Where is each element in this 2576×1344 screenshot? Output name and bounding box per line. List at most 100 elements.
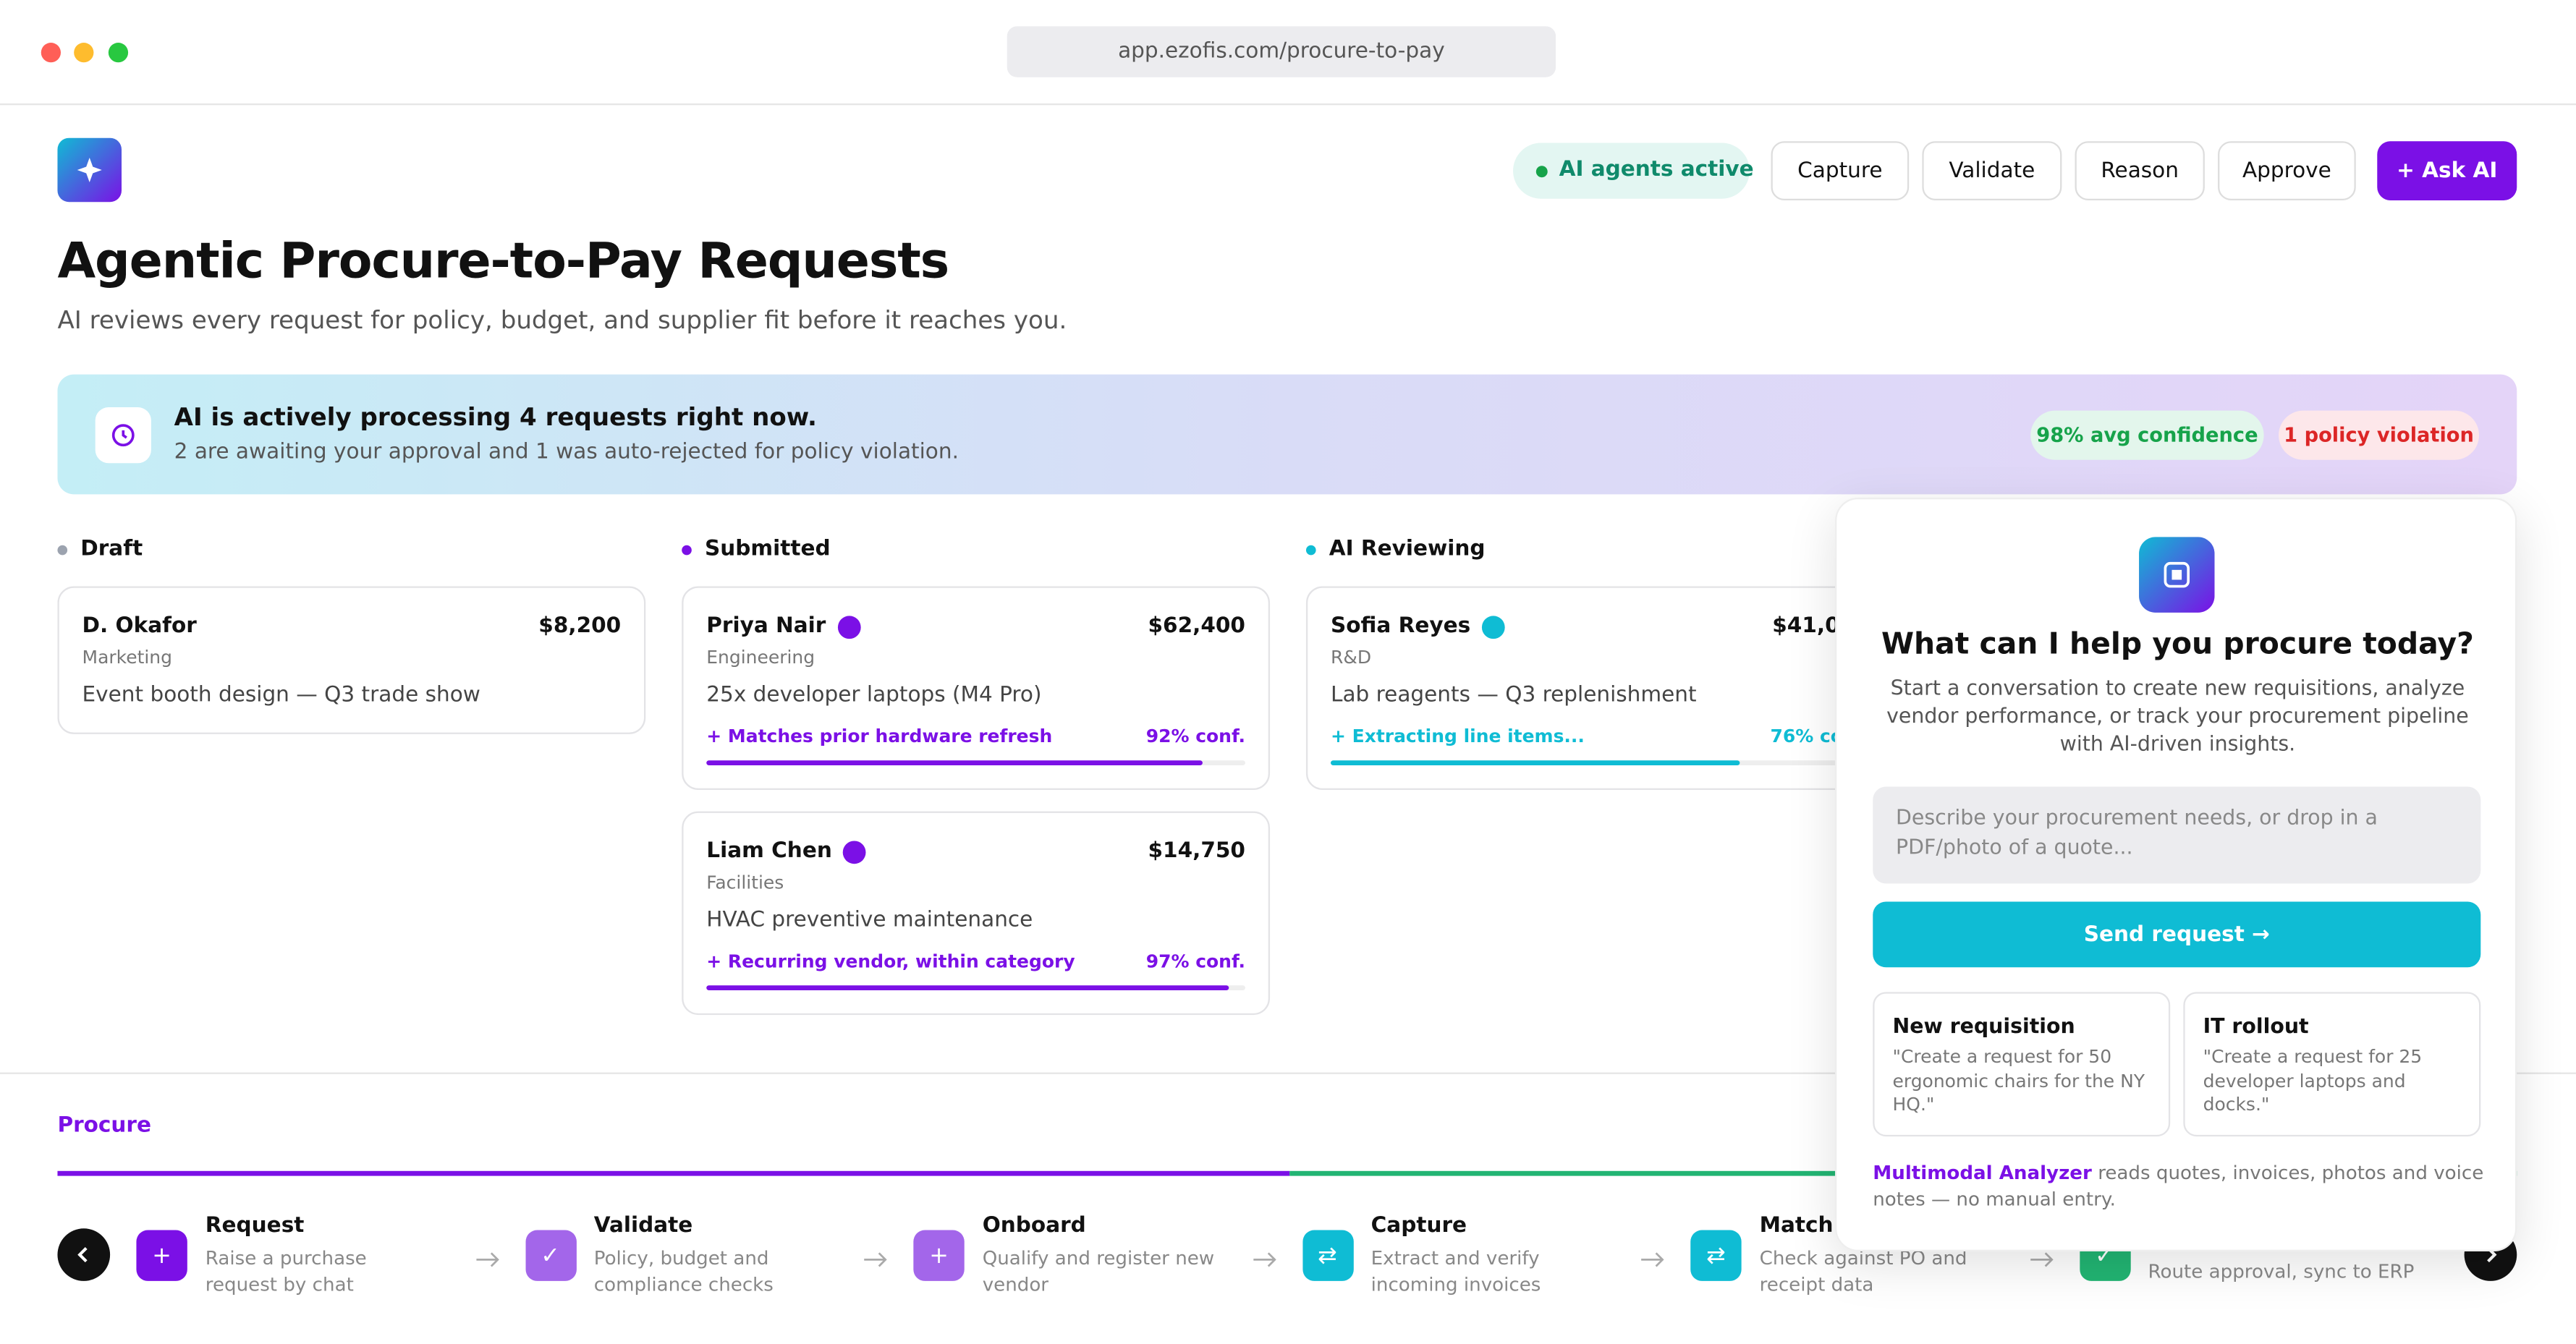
step-title: Request — [205, 1213, 305, 1238]
nav-button[interactable]: Approve — [2218, 141, 2356, 200]
footer-highlight: Multimodal Analyzer — [1873, 1161, 2092, 1184]
arrow — [1253, 1252, 1276, 1267]
requester-name: Priya Nair — [706, 614, 826, 639]
column-label: AI Reviewing — [1329, 537, 1486, 562]
agent-dot — [842, 841, 866, 864]
progress-line — [57, 1170, 1290, 1176]
description: Event booth design — Q3 trade show — [82, 683, 480, 708]
department: Facilities — [706, 872, 784, 894]
step-icon[interactable]: ⇄ — [1690, 1230, 1742, 1281]
step-text: Qualify and register new vendor — [982, 1246, 1215, 1296]
request-input[interactable]: Describe your procurement needs, or drop… — [1873, 786, 2481, 884]
request-card[interactable]: D. Okafor $8,200 Marketing Event booth desi… — [57, 586, 646, 734]
step-title: Validate — [593, 1213, 693, 1238]
page-subtitle: AI reviews every request for policy, bud… — [57, 305, 1067, 336]
step-arrow — [474, 1245, 500, 1267]
suggestion-card[interactable]: IT rollout "Create a request for 25 devel… — [2183, 992, 2481, 1137]
ai-note: + Recurring vendor, within category — [706, 950, 1075, 973]
step-text: Route approval, sync to ERP — [2148, 1259, 2415, 1283]
step-title: Match — [1759, 1213, 1834, 1238]
column-label: Draft — [80, 537, 143, 562]
confidence-badge: 98% avg confidence — [2030, 410, 2264, 460]
amount: $8,200 — [538, 614, 622, 639]
arrow — [475, 1252, 499, 1267]
step-icon[interactable]: ✓ — [525, 1230, 576, 1281]
assistant-icon — [2139, 537, 2215, 613]
chevron — [77, 1247, 88, 1263]
step-arrow — [863, 1245, 889, 1267]
status-dot — [1535, 166, 1548, 178]
window-dot — [41, 43, 62, 63]
arrow — [864, 1252, 887, 1267]
confidence-bar — [1331, 760, 1740, 766]
banner-text: 2 are awaiting your approval and 1 was a… — [174, 440, 959, 465]
url-bar[interactable]: app.ezofis.com/procure-to-pay — [1007, 26, 1556, 77]
suggestion-title: New requisition — [1892, 1013, 2075, 1038]
confidence-label: 97% conf. — [1145, 950, 1245, 973]
arrow — [2030, 1252, 2053, 1267]
request-card[interactable]: Priya Nair $62,400 Engineering 25x develope… — [682, 586, 1271, 791]
status-pill: AI agents active — [1513, 143, 1754, 199]
step-icon[interactable]: + — [136, 1230, 187, 1281]
step-icon[interactable]: + — [913, 1230, 965, 1281]
assistant-glyph — [2164, 561, 2190, 588]
banner-heading: AI is actively processing 4 requests rig… — [174, 402, 817, 433]
description: Lab reagents — Q3 replenishment — [1331, 683, 1697, 708]
banner-icon — [95, 407, 151, 464]
status-text: AI agents active — [1559, 157, 1754, 183]
ask-ai-button[interactable]: + Ask AI — [2377, 141, 2517, 200]
confidence-label: 92% conf. — [1145, 726, 1245, 748]
violation-badge: 1 policy violation — [2279, 410, 2480, 460]
step-icon[interactable]: ⇄ — [1302, 1230, 1353, 1281]
nav-button[interactable]: Validate — [1922, 141, 2062, 200]
confidence-bar — [706, 760, 1203, 766]
column-dot — [57, 545, 68, 556]
assistant-footer: Multimodal Analyzer reads quotes, invoic… — [1873, 1160, 2488, 1212]
requester-name: Liam Chen — [706, 839, 832, 864]
description: 25x developer laptops (M4 Pro) — [706, 683, 1042, 708]
footer-text: reads quotes, invoices, photos and voice… — [1873, 1161, 2484, 1211]
step-title: Capture — [1370, 1213, 1467, 1238]
assistant-panel: What can I help you procure today? Start … — [1835, 497, 2517, 1252]
window-dot — [108, 43, 129, 63]
ai-note: + Extracting line items... — [1331, 726, 1585, 748]
arrow — [1641, 1252, 1664, 1267]
send-button[interactable]: Send request → — [1873, 901, 2481, 968]
suggestion-title: IT rollout — [2203, 1013, 2309, 1038]
assistant-title: What can I help you procure today? — [1881, 627, 2474, 662]
step-title: Onboard — [982, 1213, 1086, 1238]
amount: $62,400 — [1148, 614, 1245, 639]
suggestion-card[interactable]: New requisition "Create a request for 50 … — [1873, 992, 2171, 1137]
agent-dot — [837, 616, 861, 639]
column-dot — [682, 545, 692, 556]
request-card[interactable]: Liam Chen $14,750 Facilities HVAC preventiv… — [682, 811, 1271, 1016]
window-dot — [74, 43, 94, 63]
department: Engineering — [706, 647, 815, 669]
step-text: Check against PO and receipt data — [1759, 1246, 1967, 1296]
browser-bar — [0, 0, 2576, 106]
logo-icon — [77, 157, 102, 183]
department: Marketing — [82, 647, 173, 669]
request-card[interactable]: Sofia Reyes $41,000 R&D Lab reagents — Q3 r… — [1305, 586, 1894, 791]
nav-button[interactable]: Reason — [2075, 141, 2205, 200]
step-text: Raise a purchase request by chat — [205, 1246, 367, 1296]
nav-arrow[interactable] — [57, 1228, 111, 1281]
column-dot — [1305, 545, 1316, 556]
requester-name: Sofia Reyes — [1331, 614, 1471, 639]
agent-dot — [1481, 616, 1505, 639]
column-label: Submitted — [705, 537, 831, 562]
step-arrow — [1640, 1245, 1666, 1267]
step-arrow — [1251, 1245, 1277, 1267]
step-arrow — [2028, 1245, 2054, 1267]
suggestion-text: "Create a request for 50 ergonomic chair… — [1892, 1046, 2145, 1115]
step-text: Extract and verify incoming invoices — [1370, 1246, 1541, 1296]
nav-button[interactable]: Capture — [1771, 141, 1910, 200]
logo — [57, 137, 122, 203]
confidence-bar — [706, 985, 1229, 991]
clock-icon — [111, 424, 135, 447]
amount: $14,750 — [1148, 839, 1245, 864]
description: HVAC preventive maintenance — [706, 908, 1033, 933]
process-tab[interactable]: Procure — [57, 1113, 152, 1139]
page-title: Agentic Procure-to-Pay Requests — [57, 233, 949, 291]
